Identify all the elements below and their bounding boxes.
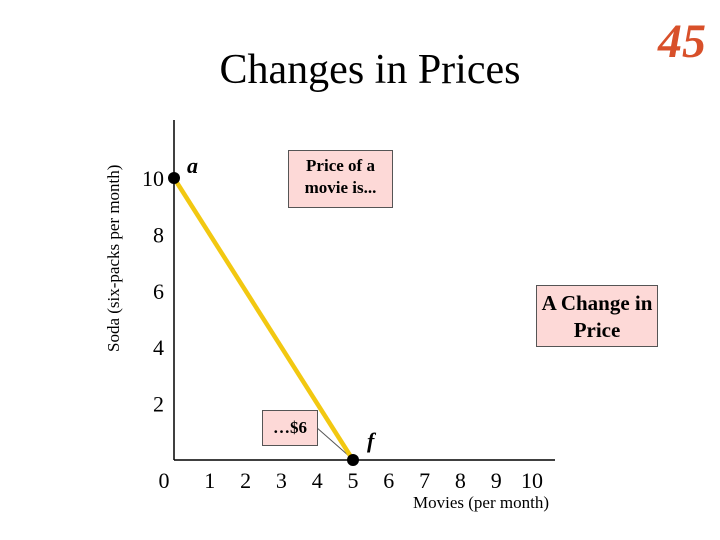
chart-points: af (168, 153, 377, 466)
callout-leader-lines (315, 426, 350, 457)
x-tick-label: 1 (204, 468, 215, 493)
callout-a-change-in-price: A Change in Price (536, 285, 658, 347)
y-tick-label: 4 (153, 335, 164, 360)
x-tick-label: 4 (312, 468, 323, 493)
x-tick-label: 2 (240, 468, 251, 493)
data-point-f (347, 454, 359, 466)
point-label-a: a (187, 153, 198, 178)
x-tick-label: 3 (276, 468, 287, 493)
y-tick-label: 2 (153, 392, 164, 417)
series-line (172, 176, 355, 462)
chart-series (172, 176, 355, 462)
x-tick-label: 7 (419, 468, 430, 493)
callout-leader-line (315, 426, 350, 457)
y-tick-label: 10 (142, 166, 164, 191)
slide-title: Changes in Prices (219, 47, 521, 93)
x-tick-label: 10 (521, 468, 543, 493)
point-label-f: f (367, 428, 377, 453)
callout-price-six: …$6 (262, 410, 318, 446)
slide-number: 45 (658, 15, 706, 68)
y-tick-label: 6 (153, 279, 164, 304)
x-tick-label: 5 (348, 468, 359, 493)
x-tick-label: 8 (455, 468, 466, 493)
callout-price-of-movie: Price of a movie is... (288, 150, 393, 208)
data-point-a (168, 172, 180, 184)
x-tick-label: 6 (383, 468, 394, 493)
x-tick-label: 9 (491, 468, 502, 493)
x-axis-label: Movies (per month) (413, 493, 549, 512)
y-tick-label: 8 (153, 222, 164, 247)
x-tick-label: 0 (159, 468, 170, 493)
